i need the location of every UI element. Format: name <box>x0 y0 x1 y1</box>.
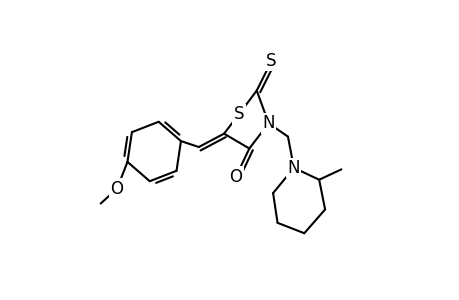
Text: S: S <box>233 105 244 123</box>
Text: N: N <box>287 159 300 177</box>
Text: O: O <box>229 168 242 186</box>
Text: S: S <box>266 52 276 70</box>
Text: O: O <box>110 180 123 198</box>
Text: N: N <box>262 114 274 132</box>
